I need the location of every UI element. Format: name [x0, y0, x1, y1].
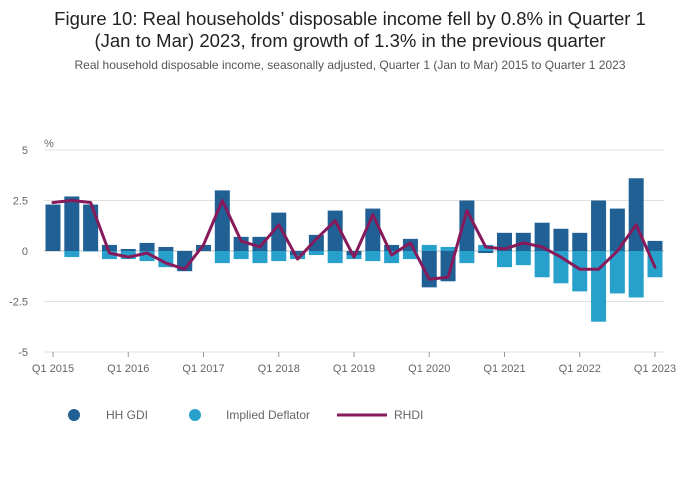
legend-label-implied-deflator: Implied Deflator: [226, 408, 310, 422]
deflator-bar: [83, 251, 99, 252]
legend-marker-implied-deflator: [189, 409, 201, 421]
gdi-bar: [440, 251, 456, 282]
deflator-bar: [139, 251, 155, 262]
deflator-bar: [308, 251, 324, 256]
gdi-bar: [459, 200, 475, 251]
gdi-bar: [139, 242, 155, 251]
chart-title-line-1: Figure 10: Real households’ disposable i…: [54, 8, 646, 29]
gdi-bar: [290, 251, 306, 256]
legend-label-hh-gdi: HH GDI: [106, 408, 148, 422]
deflator-bar: [591, 251, 607, 322]
deflator-bar: [402, 251, 418, 260]
deflator-bar: [515, 251, 531, 266]
x-tick-label: Q1 2020: [408, 363, 450, 375]
gdi-bar: [478, 251, 494, 254]
y-tick-label: -2.5: [9, 297, 28, 309]
deflator-bar: [628, 251, 644, 298]
gdi-bar: [384, 244, 400, 251]
gdi-bar: [158, 246, 174, 251]
chart-title-line-2: (Jan to Mar) 2023, from growth of 1.3% i…: [94, 30, 606, 51]
y-tick-label: -5: [18, 347, 28, 359]
deflator-bar: [440, 246, 456, 251]
gdi-bar: [534, 222, 550, 251]
deflator-bar: [64, 251, 80, 258]
y-axis-label: %: [44, 138, 54, 150]
gdi-bar: [101, 244, 117, 251]
deflator-bar: [609, 251, 625, 294]
chart-subtitle: Real household disposable income, season…: [74, 58, 626, 72]
deflator-bar: [214, 251, 230, 264]
x-tick-label: Q1 2016: [107, 363, 149, 375]
gdi-bar: [308, 234, 324, 251]
deflator-bar: [101, 251, 117, 260]
legend-label-rhdi: RHDI: [394, 408, 423, 422]
gdi-bar: [196, 244, 211, 251]
deflator-bar: [497, 251, 512, 268]
gdi-bar: [83, 204, 99, 251]
gdi-bar: [553, 228, 569, 251]
gdi-bar: [45, 204, 61, 251]
gdi-bar: [346, 251, 362, 256]
x-tick-label: Q1 2019: [333, 363, 375, 375]
rhdi-line: [51, 199, 657, 281]
deflator-bar: [252, 251, 268, 264]
y-tick-label: 5: [22, 145, 28, 157]
gdi-bar: [120, 248, 136, 251]
deflator-bar: [233, 251, 249, 260]
x-tick-label: Q1 2015: [32, 363, 74, 375]
gdi-bar: [327, 210, 343, 251]
deflator-bar: [459, 251, 475, 264]
x-tick-label: Q1 2022: [559, 363, 601, 375]
x-tick-label: Q1 2023: [634, 363, 676, 375]
gdi-bar: [572, 232, 588, 251]
gdi-bar: [609, 208, 625, 251]
deflator-bar: [572, 251, 588, 292]
x-tick-label: Q1 2017: [182, 363, 224, 375]
y-tick-label: 2.5: [13, 196, 28, 208]
x-tick-label: Q1 2021: [483, 363, 525, 375]
legend-marker-hh-gdi: [68, 409, 80, 421]
deflator-bar: [365, 251, 381, 262]
x-tick-label: Q1 2018: [258, 363, 300, 375]
gdi-bar: [647, 240, 663, 251]
gdi-bar: [64, 196, 80, 251]
chart-title: Figure 10: Real households’ disposable i…: [0, 8, 700, 52]
deflator-bar: [327, 251, 343, 264]
deflator-bar: [534, 251, 550, 278]
deflator-bar: [271, 251, 287, 262]
gdi-bar: [591, 200, 607, 251]
gdi-bar: [233, 236, 249, 251]
deflator-bar: [421, 244, 437, 251]
gdi-bar: [271, 212, 287, 251]
y-tick-label: 0: [22, 246, 28, 258]
deflator-bar: [120, 251, 136, 260]
